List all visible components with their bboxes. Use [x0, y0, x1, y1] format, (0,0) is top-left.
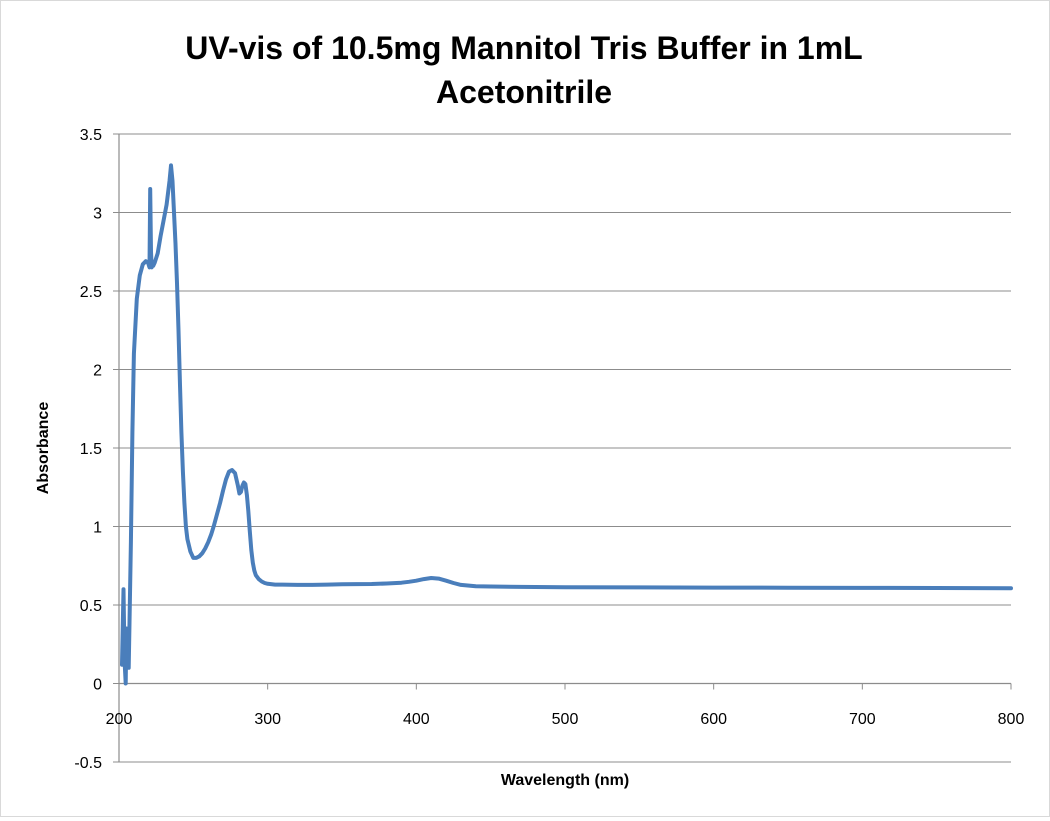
gridlines — [119, 133, 1011, 763]
x-tick-label: 600 — [700, 711, 727, 728]
y-tick-label: 0 — [93, 677, 102, 694]
y-tick-label: 3 — [93, 206, 102, 223]
x-tick-label: 300 — [254, 711, 281, 728]
y-tick-label: 2 — [93, 363, 102, 380]
y-tick-label: 1.5 — [80, 441, 102, 458]
x-tick-label: 400 — [403, 711, 430, 728]
y-axis-title: Absorbance — [35, 402, 52, 495]
x-tick-label: 500 — [552, 711, 579, 728]
x-tick-label: 800 — [998, 711, 1025, 728]
chart-title-line-2: Acetonitrile — [436, 74, 612, 110]
axes — [113, 133, 1012, 763]
y-tick-label: 3.5 — [80, 127, 102, 144]
x-axis-title: Wavelength (nm) — [501, 772, 629, 789]
tick-labels: -0.5 0 0.5 1 1.5 2 2.5 3 3.5 200 300 400 500 600 700 80… — [74, 127, 1024, 772]
y-tick-label: 0.5 — [80, 598, 102, 615]
y-tick-label: 1 — [93, 520, 102, 537]
x-tick-label: 700 — [849, 711, 876, 728]
series-layer — [120, 163, 1013, 686]
x-tick-label: 200 — [106, 711, 133, 728]
y-tick-label: 2.5 — [80, 284, 102, 301]
y-tick-label: -0.5 — [74, 755, 102, 772]
chart-title-line-1: UV-vis of 10.5mg Mannitol Tris Buffer in… — [185, 30, 862, 66]
absorbance-series-line — [120, 163, 1013, 686]
